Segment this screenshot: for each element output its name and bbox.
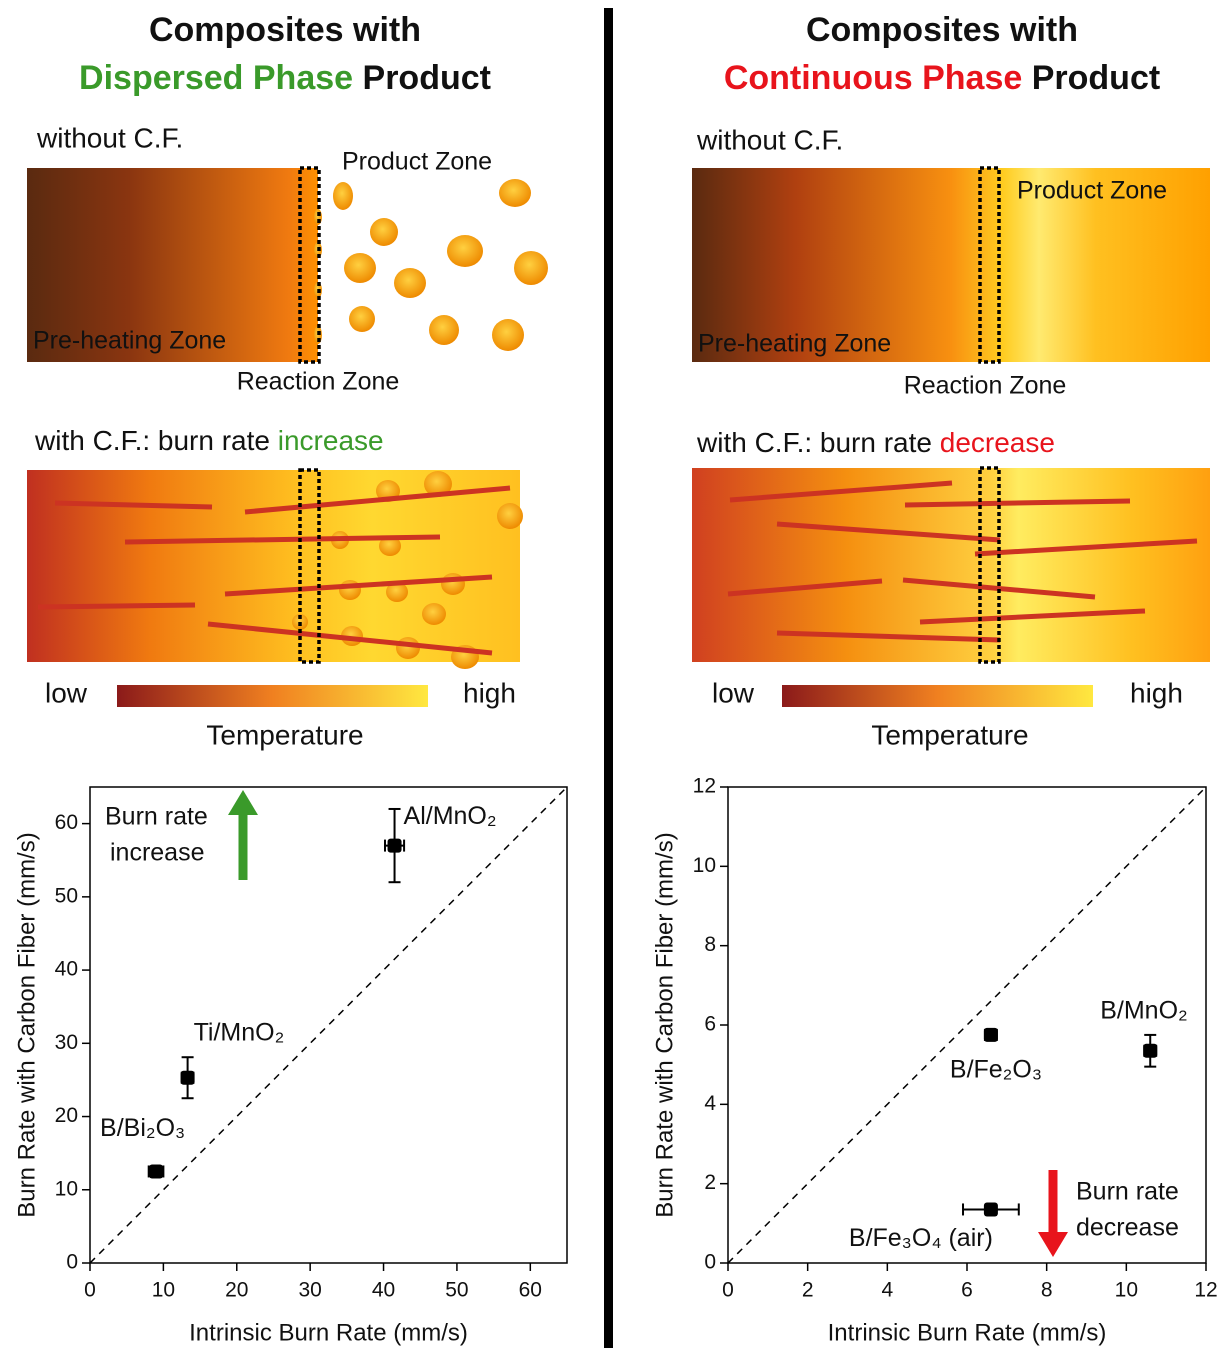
y-tick-label: 12 bbox=[693, 775, 716, 798]
y-axis-label: Burn Rate with Carbon Fiber (mm/s) bbox=[13, 832, 40, 1217]
particle bbox=[344, 253, 376, 283]
annotation: Burn rate bbox=[105, 803, 208, 831]
data-point bbox=[149, 1164, 163, 1178]
arrow-head bbox=[228, 790, 258, 815]
particle bbox=[514, 251, 548, 285]
x-tick-label: 0 bbox=[722, 1279, 734, 1302]
panel-title-highlight: Dispersed Phase bbox=[79, 59, 353, 97]
y-tick-label: 0 bbox=[704, 1251, 716, 1274]
particle bbox=[492, 319, 524, 351]
particle bbox=[499, 179, 531, 207]
annotation: Burn rate bbox=[1076, 1178, 1179, 1206]
y-tick-label: 6 bbox=[704, 1013, 716, 1036]
panel-title-rest: Product bbox=[363, 59, 491, 97]
x-axis-label: Intrinsic Burn Rate (mm/s) bbox=[189, 1319, 468, 1346]
y-tick-label: 30 bbox=[55, 1031, 78, 1054]
particle bbox=[333, 182, 353, 210]
panel-title-rest: Product bbox=[1032, 59, 1160, 97]
y-tick-label: 0 bbox=[66, 1251, 78, 1274]
y-tick-label: 50 bbox=[55, 884, 78, 907]
x-tick-label: 20 bbox=[225, 1279, 248, 1302]
zone-label: Product Zone bbox=[342, 148, 492, 176]
x-axis-label: Intrinsic Burn Rate (mm/s) bbox=[828, 1319, 1107, 1346]
y-tick-label: 10 bbox=[55, 1177, 78, 1200]
arrow-head bbox=[1038, 1232, 1068, 1257]
case-label-text: with C.F.: burn rate bbox=[696, 427, 932, 458]
x-tick-label: 0 bbox=[84, 1279, 96, 1302]
particle bbox=[339, 580, 361, 600]
data-point bbox=[388, 839, 402, 853]
panel-title: Continuous Phase Product bbox=[724, 59, 1160, 97]
y-tick-label: 40 bbox=[55, 958, 78, 981]
particle bbox=[396, 637, 420, 659]
y-tick-label: 4 bbox=[704, 1092, 716, 1115]
point-label: Ti/MnO₂ bbox=[194, 1018, 285, 1046]
x-tick-label: 4 bbox=[881, 1279, 893, 1302]
particle bbox=[370, 218, 398, 246]
particle bbox=[497, 503, 523, 529]
particle bbox=[441, 573, 465, 595]
case-label: with C.F.: burn rate increase bbox=[34, 425, 384, 456]
particle bbox=[394, 268, 426, 298]
x-tick-label: 12 bbox=[1194, 1279, 1217, 1302]
y-tick-label: 20 bbox=[55, 1104, 78, 1127]
case-label-effect: increase bbox=[278, 425, 384, 456]
particle bbox=[447, 235, 483, 267]
point-label: B/Bi₂O₃ bbox=[100, 1114, 185, 1142]
zone-label: Reaction Zone bbox=[237, 368, 400, 396]
carbon-fiber bbox=[38, 605, 195, 607]
panel-title: Composites with bbox=[806, 11, 1078, 49]
temperature-colorbar bbox=[782, 685, 1093, 707]
case-label: with C.F.: burn rate decrease bbox=[696, 427, 1055, 458]
point-label: B/Fe₂O₃ bbox=[950, 1056, 1042, 1084]
panel-title: Dispersed Phase Product bbox=[79, 59, 491, 97]
point-label: B/MnO₂ bbox=[1100, 996, 1188, 1024]
case-label-effect: decrease bbox=[940, 427, 1055, 458]
case-label: without C.F. bbox=[696, 124, 843, 155]
data-point bbox=[984, 1202, 998, 1216]
zone-label: Reaction Zone bbox=[904, 372, 1067, 400]
y-tick-label: 60 bbox=[55, 811, 78, 834]
point-label: Al/MnO₂ bbox=[404, 802, 497, 830]
point-label: B/Fe₃O₄ (air) bbox=[849, 1224, 993, 1252]
annotation: decrease bbox=[1076, 1214, 1179, 1242]
x-tick-label: 40 bbox=[372, 1279, 395, 1302]
zone-label: Product Zone bbox=[1017, 177, 1167, 205]
temperature-colorbar bbox=[117, 685, 428, 707]
case-label-text: with C.F.: burn rate bbox=[34, 425, 270, 456]
x-tick-label: 30 bbox=[298, 1279, 321, 1302]
x-tick-label: 50 bbox=[445, 1279, 468, 1302]
x-tick-label: 6 bbox=[961, 1279, 973, 1302]
legend-title: Temperature bbox=[871, 719, 1028, 750]
case-label: without C.F. bbox=[36, 122, 183, 153]
legend-label: low bbox=[712, 677, 755, 708]
data-point bbox=[984, 1028, 998, 1042]
zone-label: Pre-heating Zone bbox=[698, 330, 891, 358]
zone-label: Pre-heating Zone bbox=[33, 327, 226, 355]
particle bbox=[422, 603, 446, 625]
annotation: increase bbox=[110, 839, 205, 867]
figure: Composites with Dispersed Phase Product wi… bbox=[0, 0, 1220, 1348]
y-axis-label: Burn Rate with Carbon Fiber (mm/s) bbox=[651, 832, 678, 1217]
legend-title: Temperature bbox=[206, 719, 363, 750]
x-tick-label: 10 bbox=[152, 1279, 175, 1302]
legend-label: high bbox=[1130, 677, 1183, 708]
particle bbox=[429, 315, 459, 345]
panel-title: Composites with bbox=[149, 11, 421, 49]
legend-label: low bbox=[45, 677, 88, 708]
y-tick-label: 8 bbox=[704, 933, 716, 956]
x-tick-label: 8 bbox=[1041, 1279, 1053, 1302]
x-tick-label: 10 bbox=[1115, 1279, 1138, 1302]
x-tick-label: 2 bbox=[802, 1279, 814, 1302]
legend-label: high bbox=[463, 677, 516, 708]
x-tick-label: 60 bbox=[519, 1279, 542, 1302]
particle bbox=[349, 306, 375, 332]
data-point bbox=[181, 1071, 195, 1085]
panel-title-highlight: Continuous Phase bbox=[724, 59, 1022, 97]
divider bbox=[604, 8, 613, 1348]
y-tick-label: 2 bbox=[704, 1171, 716, 1194]
y-tick-label: 10 bbox=[693, 854, 716, 877]
data-point bbox=[1143, 1044, 1157, 1058]
